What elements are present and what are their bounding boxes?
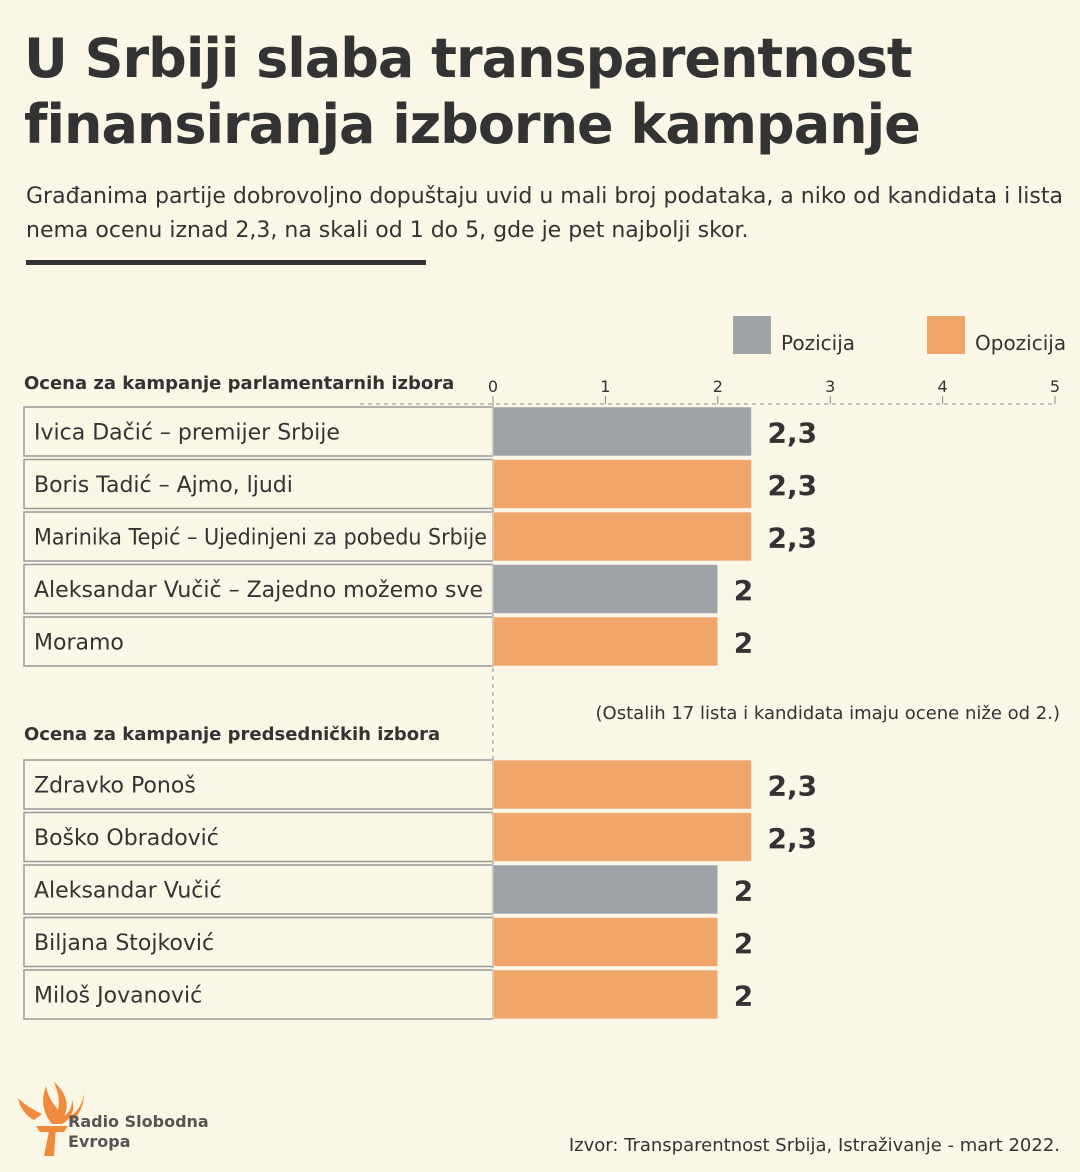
flame-torch-icon bbox=[18, 1082, 84, 1156]
section-heading-parliamentary: Ocena za kampanje parlamentarnih izbora bbox=[24, 373, 455, 394]
row-label-box bbox=[23, 759, 494, 810]
row-label: Ivica Dačić – premijer Srbije bbox=[34, 421, 340, 446]
x-tick-label: 5 bbox=[1050, 377, 1060, 396]
bar-opozicija bbox=[492, 812, 752, 862]
bar-opozicija bbox=[492, 969, 719, 1020]
bar-value-label: 2 bbox=[734, 627, 753, 660]
bar-opozicija bbox=[492, 511, 752, 562]
row-label: Aleksandar Vučič – Zajedno možemo sve bbox=[34, 578, 483, 603]
row-label: Boris Tadić – Ajmo, ljudi bbox=[34, 473, 293, 498]
x-tick-label: 4 bbox=[938, 377, 948, 396]
bar-pozicija bbox=[492, 864, 719, 915]
bar-value-label: 2,3 bbox=[768, 469, 818, 502]
bar-value-label: 2,3 bbox=[768, 770, 818, 803]
bar-value-label: 2,3 bbox=[768, 417, 818, 450]
title-divider bbox=[26, 260, 426, 265]
row-label: Moramo bbox=[34, 631, 124, 656]
section-heading-presidential: Ocena za kampanje predsedničkih izbora bbox=[24, 724, 441, 745]
bar-value-label: 2,3 bbox=[768, 522, 818, 555]
row-label-box bbox=[23, 811, 494, 863]
bar-value-label: 2 bbox=[734, 574, 753, 607]
legend-swatch-pozicija bbox=[733, 316, 771, 354]
bar-opozicija bbox=[492, 616, 719, 667]
page-subtitle: Građanima partije dobrovoljno dopuštaju … bbox=[26, 184, 1063, 243]
row-label-box bbox=[23, 511, 494, 562]
bar-chart: 0 1 2 3 4 5 Ivica Dačić – premijer Srbije 2,3 Bo… bbox=[23, 377, 1060, 1020]
x-tick-label: 2 bbox=[713, 377, 723, 396]
row-label: Marinika Tepić – Ujedinjeni za pobedu Sr… bbox=[34, 526, 487, 551]
bar-opozicija bbox=[492, 917, 719, 967]
chart-note: (Ostalih 17 lista i kandidata imaju ocen… bbox=[595, 703, 1060, 724]
x-tick-label: 3 bbox=[825, 377, 835, 396]
x-tick-label: 0 bbox=[488, 377, 498, 396]
x-tick-label: 1 bbox=[600, 377, 610, 396]
legend-swatch-opozicija bbox=[927, 316, 965, 354]
row-label-box bbox=[23, 563, 494, 615]
row-label: Aleksandar Vučić bbox=[34, 879, 222, 904]
row-label: Boško Obradović bbox=[34, 826, 219, 851]
legend-item-pozicija: Pozicija bbox=[733, 314, 855, 354]
bar-pozicija bbox=[492, 564, 719, 614]
bar-value-label: 2 bbox=[734, 875, 753, 908]
row-label: Biljana Stojković bbox=[34, 931, 214, 956]
bar-pozicija bbox=[492, 406, 752, 457]
bar-value-label: 2 bbox=[734, 980, 753, 1013]
row-label-box bbox=[23, 616, 494, 667]
bar-value-label: 2 bbox=[734, 927, 753, 960]
legend-label-pozicija: Pozicija bbox=[781, 331, 856, 355]
source-note: Izvor: Transparentnost Srbija, Istraživa… bbox=[568, 1135, 1060, 1156]
row-label-box bbox=[23, 458, 494, 510]
bar-opozicija bbox=[492, 759, 752, 810]
legend-label-opozicija: Opozicija bbox=[975, 331, 1067, 355]
logo-text: Radio Slobodna Evropa bbox=[68, 1112, 209, 1151]
bar-opozicija bbox=[492, 459, 752, 509]
row-label: Miloš Jovanović bbox=[34, 984, 202, 1009]
legend-item-opozicija: Opozicija bbox=[927, 314, 1066, 354]
bar-value-label: 2,3 bbox=[768, 822, 818, 855]
page-title: U Srbiji slaba transparentnost finansira… bbox=[24, 27, 921, 156]
row-label: Zdravko Ponoš bbox=[34, 774, 196, 799]
